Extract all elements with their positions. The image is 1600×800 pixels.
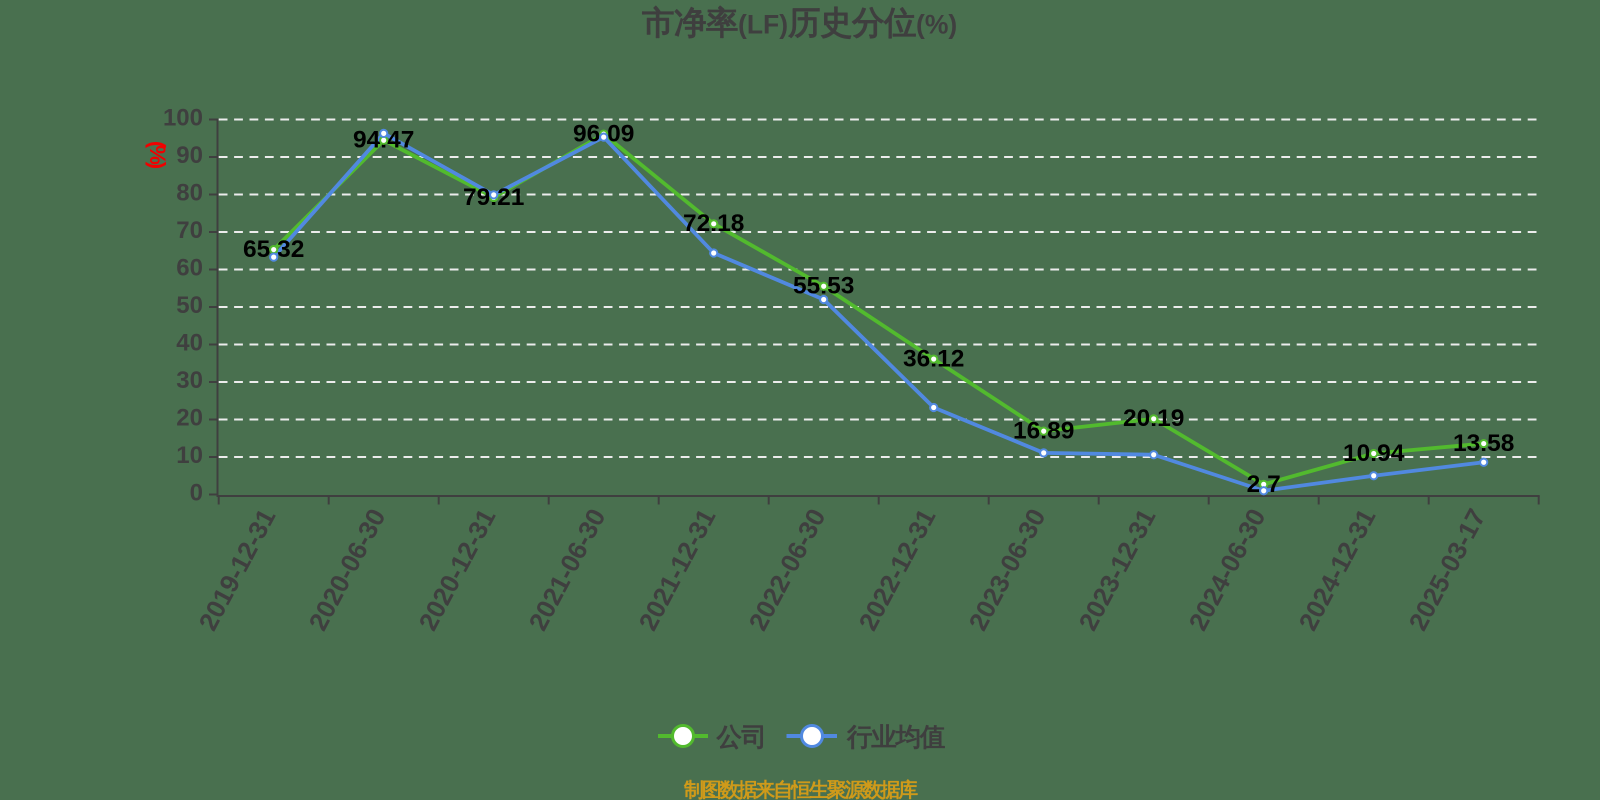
svg-text:30: 30 xyxy=(176,367,203,394)
svg-text:40: 40 xyxy=(176,330,203,357)
svg-text:0: 0 xyxy=(190,480,203,507)
svg-text:60: 60 xyxy=(176,255,203,282)
svg-text:(LF): (LF) xyxy=(738,10,788,40)
svg-text:80: 80 xyxy=(176,180,203,207)
svg-text:(%): (%) xyxy=(916,10,957,40)
svg-text:20: 20 xyxy=(176,405,203,432)
svg-text:50: 50 xyxy=(176,292,203,319)
svg-text:10: 10 xyxy=(176,442,203,469)
svg-text:90: 90 xyxy=(176,142,203,169)
svg-text:100: 100 xyxy=(163,105,203,132)
svg-text:70: 70 xyxy=(176,217,203,244)
svg-text:(%): (%) xyxy=(145,141,170,169)
